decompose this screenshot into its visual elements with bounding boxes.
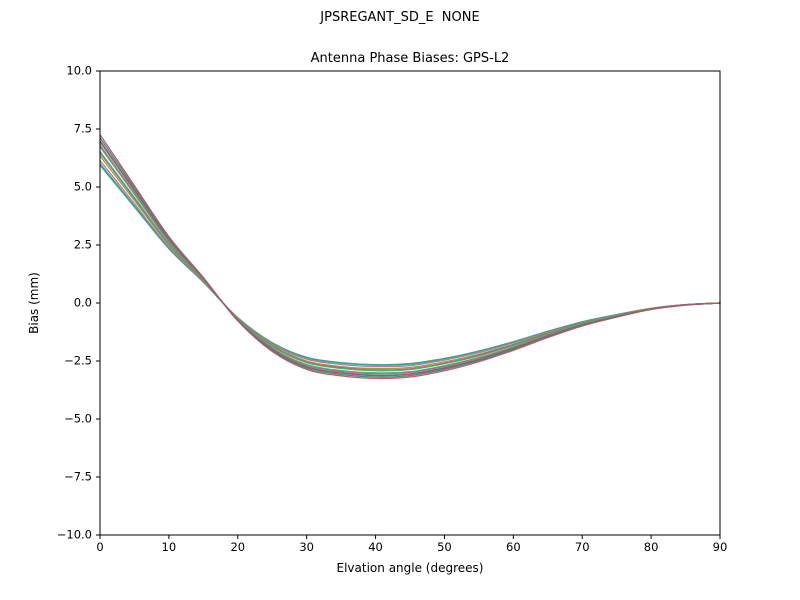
y-tick-label: 2.5: [73, 237, 92, 252]
x-tick-label: 60: [506, 540, 521, 554]
y-tick-label: 10.0: [66, 63, 92, 78]
y-tick-label: −5.0: [64, 411, 92, 426]
plot-border: [99, 70, 721, 536]
series-line-series-10: [99, 139, 721, 377]
y-tick-label: −7.5: [64, 469, 92, 484]
series-line-series-09: [99, 141, 721, 376]
x-tick-label: 50: [437, 540, 452, 554]
series-line-series-03: [99, 159, 721, 368]
figure-title: JPSREGANT_SD_E NONE: [320, 10, 480, 25]
series-line-series-04: [99, 155, 721, 370]
x-axis-label: Elvation angle (degrees): [336, 561, 484, 575]
x-tick-label: 20: [230, 540, 246, 554]
x-tick-label: 30: [299, 540, 314, 554]
y-tick-label: −2.5: [64, 353, 92, 368]
x-tick-label: 80: [643, 540, 659, 554]
y-tick-label: 0.0: [73, 295, 92, 310]
series-line-series-07: [99, 146, 721, 374]
series-line-series-05: [99, 152, 721, 371]
series-line-series-06: [99, 150, 721, 372]
x-tick-label: 90: [712, 540, 728, 554]
x-tick-label: 10: [161, 540, 177, 554]
axes-title: Antenna Phase Biases: GPS-L2: [310, 51, 510, 66]
series-line-series-11: [99, 136, 721, 378]
y-tick-label: −10.0: [56, 527, 92, 542]
y-tick-label: 5.0: [73, 179, 92, 194]
x-tick-label: 0: [96, 540, 104, 554]
x-tick-label: 70: [574, 540, 590, 554]
series-line-series-12: [99, 133, 721, 380]
y-tick-label: 7.5: [73, 121, 92, 136]
series-line-series-08: [99, 144, 721, 375]
x-tick-label: 40: [368, 540, 383, 554]
